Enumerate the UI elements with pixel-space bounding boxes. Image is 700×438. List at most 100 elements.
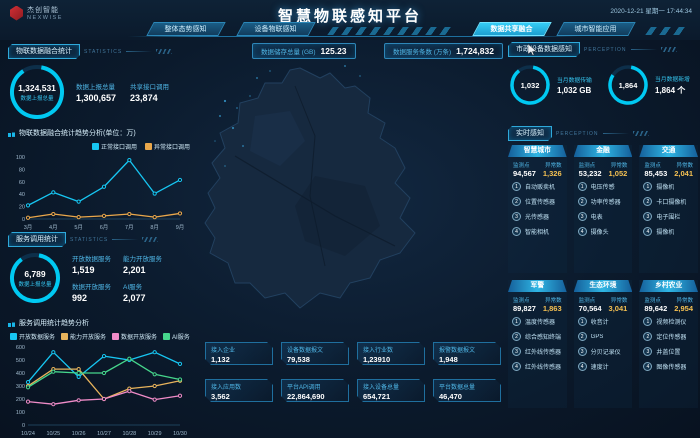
svg-text:600: 600 [16,345,25,351]
points-value: 70,564 [578,304,602,313]
card-title: 交通 [639,145,698,157]
svg-text:4月: 4月 [49,224,58,231]
nexwise-logo-icon [10,5,23,21]
stat-data-open-service: 数据开放服务 992 [72,284,111,303]
device-item: 1 视频检测仪 [643,317,694,326]
card-title: 智慧城市 [508,145,567,157]
service-trend-title: 服务调用统计趋势分析 [19,320,89,327]
svg-text:10/27: 10/27 [97,431,111,437]
city-map[interactable] [195,56,505,346]
svg-text:10/24: 10/24 [21,431,35,437]
device-item: 3 电表 [577,212,629,221]
logo-subtitle: NEXWISE [27,15,63,21]
svg-text:6月: 6月 [100,224,109,231]
svg-text:10/25: 10/25 [46,431,60,437]
stat-device-messages: 设备数据报文 79,538 [281,342,349,365]
logo-title: 杰创智能 [27,7,59,14]
abnormal-value: 3,041 [608,304,628,313]
abnormal-value: 2,954 [674,304,693,313]
legend-abnormal-calls[interactable]: 异常接口调用 [144,142,190,151]
fusion-ring-value: 1,324,531 [18,82,56,93]
legend-open-data[interactable]: 开放数据服务 [10,332,55,341]
stat-connected-devices: 接入设备总量 654,721 [357,379,425,402]
panel-fusion-trend: 物联数据融合统计趋势分析(单位：万) 正常接口调用 异常接口调用 0 20 40 60… [8,128,192,232]
points-value: 53,232 [578,169,602,178]
device-item: 4 图像传感器 [643,362,694,371]
card-rural-agriculture: 乡村农业 监测点 异常数 89,642 2,954 1 视频检测仪 2 定位传感器 … [639,280,698,408]
device-item: 3 红外线传感器 [512,347,563,356]
svg-text:500: 500 [16,358,25,364]
legend-normal-calls[interactable]: 正常接口调用 [91,142,137,151]
device-item: 1 自动贩卖机 [512,182,563,191]
svg-text:5月: 5月 [74,224,83,231]
device-item: 3 电子围栏 [643,212,694,221]
card-title: 乡村农业 [639,280,698,292]
section-title-badge[interactable]: 服务调用统计 [8,232,66,247]
svg-text:10/26: 10/26 [72,431,86,437]
legend-ai[interactable]: AI服务 [163,332,190,341]
svg-text:3月: 3月 [24,224,33,231]
svg-text:7月: 7月 [125,224,134,231]
abnormal-value: 1,863 [542,304,562,313]
device-item: 4 摄像机 [643,227,694,236]
pill-storage-total: 数据储存总量 (GB) 125.23 [252,43,356,59]
service-ring-value: 6,789 [24,268,46,279]
svg-text:0: 0 [22,423,25,429]
service-ring-gauge: 6,789 数据上报总量 [8,251,62,305]
section-title-badge[interactable]: 市政设备数据感知 [508,42,580,57]
card-title: 生态环境 [574,280,633,292]
svg-text:8月: 8月 [150,224,159,231]
svg-text:100: 100 [16,155,25,161]
bar-chart-icon [8,129,15,137]
svg-text:400: 400 [16,371,25,377]
points-value: 89,827 [513,304,536,313]
points-value: 85,453 [644,169,668,178]
device-item: 2 功率传感器 [577,197,629,206]
svg-text:80: 80 [19,167,25,173]
device-item: 4 摄像头 [577,227,629,236]
svg-text:100: 100 [16,410,25,416]
stat-ai-service: AI服务 2,077 [123,284,146,303]
fusion-ring-label: 数据上报总量 [20,95,54,102]
abnormal-value: 1,326 [542,169,562,178]
device-item: 2 卡口摄像机 [643,197,694,206]
device-item: 2 定位传感器 [643,332,694,341]
tab-data-sharing[interactable]: 数据共享融合 [472,22,552,36]
fusion-ring-gauge: 1,324,531 数据上报总量 [8,63,66,121]
card-title: 军警 [508,280,567,292]
card-finance: 金融 监测点 异常数 53,232 1,052 1 电压传感 2 功率传感器 3 电表… [573,145,633,273]
svg-text:10/28: 10/28 [122,431,136,437]
tab-city-apps[interactable]: 城市智能应用 [556,22,636,36]
section-title-badge[interactable]: 物联数据融合统计 [8,44,80,59]
device-item: 3 井盖位置 [643,347,694,356]
svg-text:10/29: 10/29 [148,431,162,437]
legend-capability[interactable]: 能力开放服务 [61,332,106,341]
municipal-ring-transfer: 1,032 当月数据传输 1,032 GB [508,63,600,107]
mouse-cursor [528,44,536,55]
panel-municipal-perception: 市政设备数据感知 PERCEPTION 1,032 当月数据传输 1,032 G… [508,42,698,107]
bar-chart-icon [8,319,15,327]
stat-report-total: 数据上报总量 1,300,657 [76,84,117,103]
panel-realtime-perception: 实时感知 PERCEPTION 智慧城市 监测点 异常数 94,567 1,32… [508,126,698,408]
section-title-badge[interactable]: 实时感知 [508,126,552,141]
device-item: 4 速度计 [577,362,629,371]
svg-text:60: 60 [19,180,25,186]
datetime: 2020-12-21 星期一 17:44:34 [610,8,692,15]
pill-service-count: 数据服务条数 (万条) 1,724,832 [384,43,503,59]
card-traffic: 交通 监测点 异常数 85,453 2,041 1 摄像机 2 卡口摄像机 3 电子围… [639,145,698,273]
legend-data-open[interactable]: 数据开放服务 [112,332,157,341]
device-item: 4 智能相机 [512,227,563,236]
center-stats-grid: 接入企业 1,132 设备数据报文 79,538 接入行业数 1,23910 报… [205,342,501,402]
device-item: 3 分贝记录仪 [577,347,629,356]
device-item: 1 收音计 [577,317,629,326]
tab-device-iot[interactable]: 设备物联感知 [236,22,316,36]
points-value: 89,642 [644,304,668,313]
device-item: 1 温度传感器 [512,317,563,326]
stat-alarm-messages: 报警数据报文 1,948 [433,342,501,365]
device-item: 3 光传感器 [512,212,563,221]
device-item: 2 位置传感器 [512,197,563,206]
abnormal-value: 2,041 [674,169,693,178]
fusion-trend-title: 物联数据融合统计趋势分析(单位：万) [19,130,136,137]
tab-overall-situation[interactable]: 整体态势感知 [146,22,226,36]
